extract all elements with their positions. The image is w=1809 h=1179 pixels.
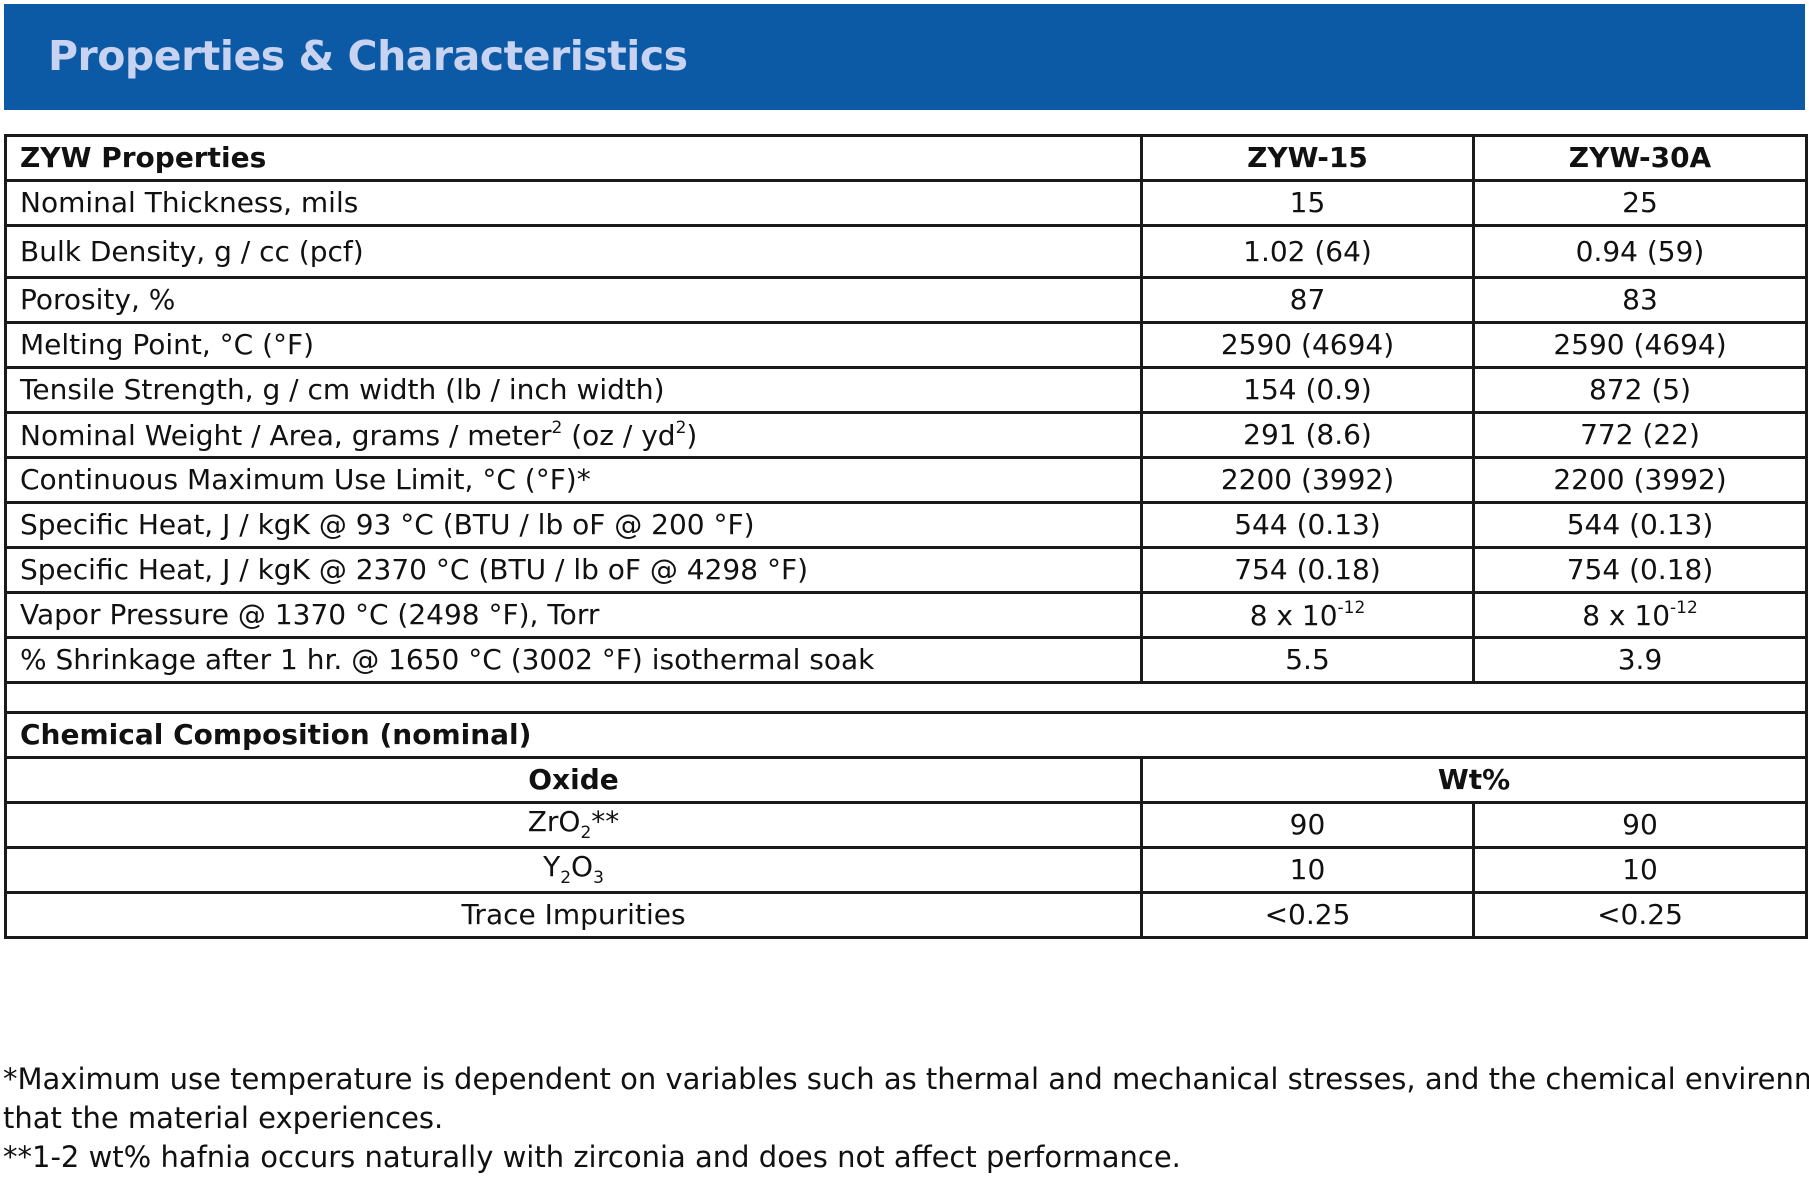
wt-value-zyw15: 10 [1140, 846, 1475, 894]
table-row: Melting Point, °C (°F) 2590 (4694) 2590 … [4, 321, 1808, 369]
table-row: Porosity, % 87 83 [4, 276, 1808, 324]
row-label: Continuous Maximum Use Limit, °C (°F)* [4, 456, 1143, 504]
row-value-zyw30a: 2590 (4694) [1472, 321, 1808, 369]
table-row: Specific Heat, J / kgK @ 93 °C (BTU / lb… [4, 501, 1808, 549]
exponent: -12 [1337, 598, 1366, 618]
row-value-zyw30a: 0.94 (59) [1472, 224, 1808, 279]
table-row: Tensile Strength, g / cm width (lb / inc… [4, 366, 1808, 414]
row-value-zyw15: 2590 (4694) [1140, 321, 1475, 369]
wt-value-zyw15: 90 [1140, 801, 1475, 849]
row-value-zyw15: 87 [1140, 276, 1475, 324]
row-value-zyw30a: 25 [1472, 179, 1808, 227]
wt-value-zyw15: <0.25 [1140, 891, 1475, 939]
table-row: ZrO2** 90 90 [4, 801, 1808, 849]
row-label: % Shrinkage after 1 hr. @ 1650 °C (3002 … [4, 636, 1143, 684]
header-oxide: Oxide [4, 756, 1143, 804]
chemical-section-row: Chemical Composition (nominal) [4, 711, 1808, 759]
row-value-zyw15: 15 [1140, 179, 1475, 227]
row-value-zyw30a: 754 (0.18) [1472, 546, 1808, 594]
oxide-cell: Y2O3 [4, 846, 1143, 894]
table-row: Specific Heat, J / kgK @ 2370 °C (BTU / … [4, 546, 1808, 594]
footnote-hafnia: **1-2 wt% hafnia occurs naturally with z… [3, 1140, 1181, 1174]
superscript: 2 [675, 418, 687, 438]
value-base: 8 x 10 [1582, 599, 1671, 632]
row-label-part: ) [686, 419, 698, 452]
table-row: % Shrinkage after 1 hr. @ 1650 °C (3002 … [4, 636, 1808, 684]
row-label-part: (oz / yd [562, 419, 676, 452]
table-header-row: ZYW Properties ZYW-15 ZYW-30A [4, 134, 1808, 182]
superscript: 2 [551, 418, 563, 438]
table-row: Vapor Pressure @ 1370 °C (2498 °F), Torr… [4, 591, 1808, 639]
oxide-cell: ZrO2** [4, 801, 1143, 849]
row-value-zyw15: 1.02 (64) [1140, 224, 1475, 279]
row-label: Vapor Pressure @ 1370 °C (2498 °F), Torr [4, 591, 1143, 639]
subscript: 3 [593, 868, 604, 888]
value-base: 8 x 10 [1249, 599, 1338, 632]
row-label: Tensile Strength, g / cm width (lb / inc… [4, 366, 1143, 414]
footnote-max-use-line1: *Maximum use temperature is dependent on… [3, 1062, 1809, 1096]
table-row: Bulk Density, g / cc (pcf) 1.02 (64) 0.9… [4, 224, 1808, 279]
oxide-formula: O [571, 850, 594, 883]
header-label: ZYW Properties [4, 134, 1143, 182]
row-value-zyw15: 5.5 [1140, 636, 1475, 684]
banner-title: Properties & Characteristics [48, 32, 688, 80]
row-value-zyw30a: 772 (22) [1472, 411, 1808, 459]
row-value-zyw15: 544 (0.13) [1140, 501, 1475, 549]
properties-table: ZYW Properties ZYW-15 ZYW-30A Nominal Th… [4, 134, 1808, 939]
row-label: Specific Heat, J / kgK @ 2370 °C (BTU / … [4, 546, 1143, 594]
subscript: 2 [560, 868, 572, 888]
row-value-zyw15: 291 (8.6) [1140, 411, 1475, 459]
wt-value-zyw30a: <0.25 [1472, 891, 1808, 939]
row-value-zyw30a: 544 (0.13) [1472, 501, 1808, 549]
header-wt-percent: Wt% [1140, 756, 1808, 804]
oxide-suffix: ** [591, 805, 620, 838]
footnote-max-use-line2: that the material experiences. [3, 1101, 444, 1135]
row-label: Bulk Density, g / cc (pcf) [4, 224, 1143, 279]
row-value-zyw30a: 872 (5) [1472, 366, 1808, 414]
header-col-zyw15: ZYW-15 [1140, 134, 1475, 182]
header-col-zyw30a: ZYW-30A [1472, 134, 1808, 182]
table-row: Nominal Thickness, mils 15 25 [4, 179, 1808, 227]
row-label: Nominal Thickness, mils [4, 179, 1143, 227]
wt-value-zyw30a: 10 [1472, 846, 1808, 894]
section-banner: Properties & Characteristics [4, 4, 1805, 110]
row-label: Porosity, % [4, 276, 1143, 324]
chemical-header-row: Oxide Wt% [4, 756, 1808, 804]
row-value-zyw30a: 3.9 [1472, 636, 1808, 684]
oxide-formula: ZrO [527, 805, 581, 838]
table-row: Continuous Maximum Use Limit, °C (°F)* 2… [4, 456, 1808, 504]
row-value-zyw15: 754 (0.18) [1140, 546, 1475, 594]
row-label: Specific Heat, J / kgK @ 93 °C (BTU / lb… [4, 501, 1143, 549]
table-row: Trace Impurities <0.25 <0.25 [4, 891, 1808, 939]
row-value-zyw15: 8 x 10-12 [1140, 591, 1475, 639]
row-value-zyw30a: 2200 (3992) [1472, 456, 1808, 504]
row-label: Melting Point, °C (°F) [4, 321, 1143, 369]
row-value-zyw30a: 83 [1472, 276, 1808, 324]
table-row: Nominal Weight / Area, grams / meter2 (o… [4, 411, 1808, 459]
row-value-zyw15: 2200 (3992) [1140, 456, 1475, 504]
oxide-formula: Y [543, 850, 561, 883]
row-label-part: Nominal Weight / Area, grams / meter [20, 419, 552, 452]
spacer-cell [4, 681, 1808, 714]
spacer-row [4, 681, 1808, 714]
wt-value-zyw30a: 90 [1472, 801, 1808, 849]
footnotes: *Maximum use temperature is dependent on… [3, 1060, 1809, 1177]
subscript: 2 [580, 823, 592, 843]
chemical-section-title: Chemical Composition (nominal) [4, 711, 1808, 759]
row-value-zyw15: 154 (0.9) [1140, 366, 1475, 414]
row-label: Nominal Weight / Area, grams / meter2 (o… [4, 411, 1143, 459]
exponent: -12 [1670, 598, 1698, 618]
row-value-zyw30a: 8 x 10-12 [1472, 591, 1808, 639]
oxide-cell: Trace Impurities [4, 891, 1143, 939]
table-row: Y2O3 10 10 [4, 846, 1808, 894]
